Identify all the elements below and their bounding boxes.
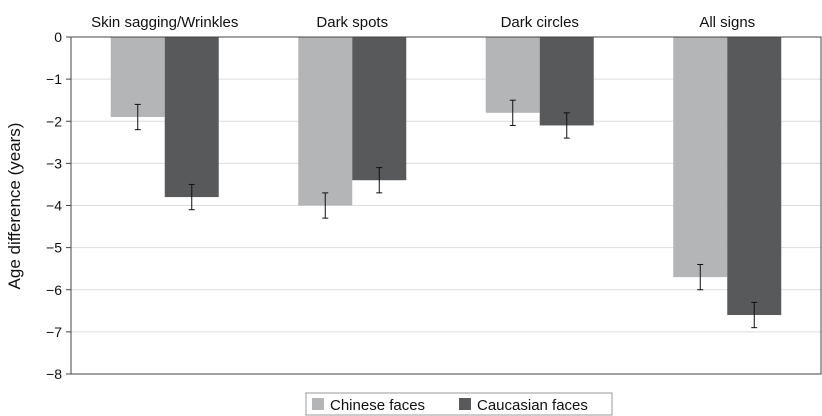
y-tick-label: −2 [46,113,62,129]
bar [727,37,782,316]
category-labels: Skin sagging/Wrinkles Dark spots Dark circ… [91,14,755,31]
error-bars [134,99,758,329]
y-tick-label: −8 [46,366,62,382]
bar [539,37,594,126]
bar [298,37,353,206]
category-label: All signs [699,14,755,31]
y-axis-ticks: 0 −1 −2 −3 −4 −5 −6 −7 −8 [46,29,71,382]
plot-frame [70,36,822,375]
legend-swatch [312,398,324,410]
bar [673,37,728,278]
bars [110,37,782,316]
category-label: Dark circles [501,14,579,31]
y-tick-label: −1 [46,71,62,87]
legend-label: Caucasian faces [477,397,588,414]
legend-label: Chinese faces [330,397,425,414]
y-tick-label: 0 [54,29,62,45]
y-tick-label: −4 [46,198,62,214]
y-tick-label: −7 [46,324,62,340]
y-axis-label: Age difference (years) [5,123,24,290]
bar [110,37,165,118]
category-label: Skin sagging/Wrinkles [91,14,238,31]
legend-swatch [459,398,471,410]
y-tick-label: −3 [46,155,62,171]
bar [352,37,407,181]
y-tick-label: −6 [46,282,62,298]
category-label: Dark spots [316,14,388,31]
legend: Chinese faces Caucasian faces [305,392,613,416]
y-tick-label: −5 [46,240,62,256]
bar [164,37,219,198]
